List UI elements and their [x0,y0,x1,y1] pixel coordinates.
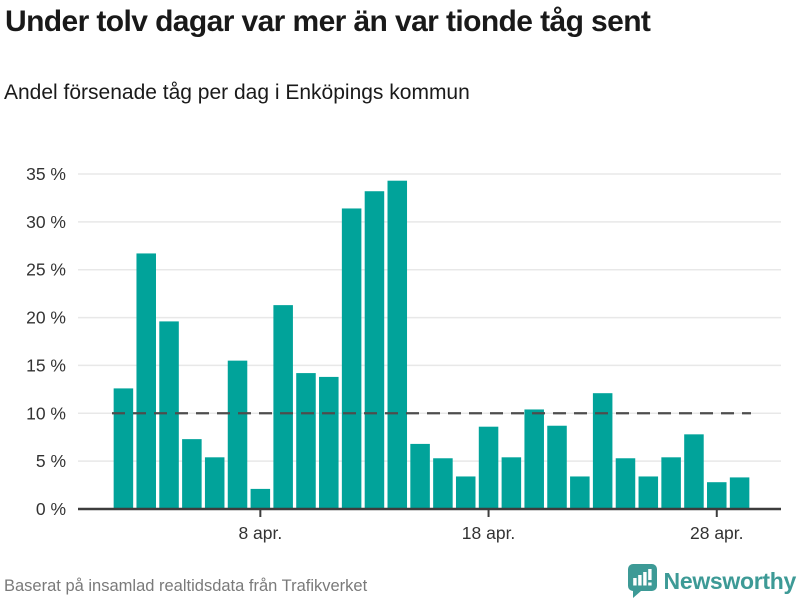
x-tick-label-28apr: 28 apr. [690,523,744,543]
y-tick-label-0: 0 % [36,499,66,519]
chart-subtitle: Andel försenade tåg per dag i Enköpings … [4,81,470,104]
bar-16apr [433,458,453,509]
bar-19apr [501,457,522,509]
bar-27apr [684,434,704,509]
bar-11apr [319,376,339,509]
bar-2apr [113,388,134,509]
bar-23apr [592,393,613,509]
source-note: Baserat på insamlad realtidsdata från Tr… [4,577,368,595]
bar-6apr [204,457,225,509]
bar-26apr [661,457,681,509]
bar-4apr [159,321,179,509]
bar-chart: 0 % 5 % 10 % 15 % 20 % 25 % 30 % 35 % 8 apr. 18 a… [26,164,781,543]
bar-18apr [478,426,499,509]
bar-9apr [273,305,293,509]
newsworthy-logo: Newsworthy [627,564,797,598]
bar-12apr [341,208,362,509]
y-tick-label-25: 25 % [26,260,66,280]
bar-20apr [524,409,544,509]
x-tick-label-18apr: 18 apr. [462,523,516,543]
newsworthy-bubble-chart-icon [627,564,657,598]
bar-17apr [455,476,476,509]
y-tick-label-5: 5 % [36,451,66,471]
bar-22apr [570,476,590,509]
bar-13apr [364,191,385,510]
y-tick-label-30: 30 % [26,212,66,232]
bar-29apr [729,477,750,509]
bar-24apr [615,458,636,509]
y-tick-label-35: 35 % [26,164,66,184]
bar-7apr [227,360,248,509]
bar-3apr [136,253,156,509]
page-title: Under tolv dagar var mer än var tionde t… [5,5,651,38]
newsworthy-wordmark: Newsworthy [663,567,797,594]
bar-21apr [547,425,567,509]
bar-14apr [387,180,408,509]
y-tick-label-20: 20 % [26,308,66,328]
bar-25apr [638,476,659,509]
bar-5apr [182,439,202,509]
x-tick-label-8apr: 8 apr. [238,523,282,543]
y-tick-label-10: 10 % [26,403,66,423]
bar-15apr [410,443,430,509]
y-tick-label-15: 15 % [26,355,66,375]
bar-10apr [296,373,316,509]
bar-8apr [250,488,271,509]
bar-28apr [707,482,727,509]
